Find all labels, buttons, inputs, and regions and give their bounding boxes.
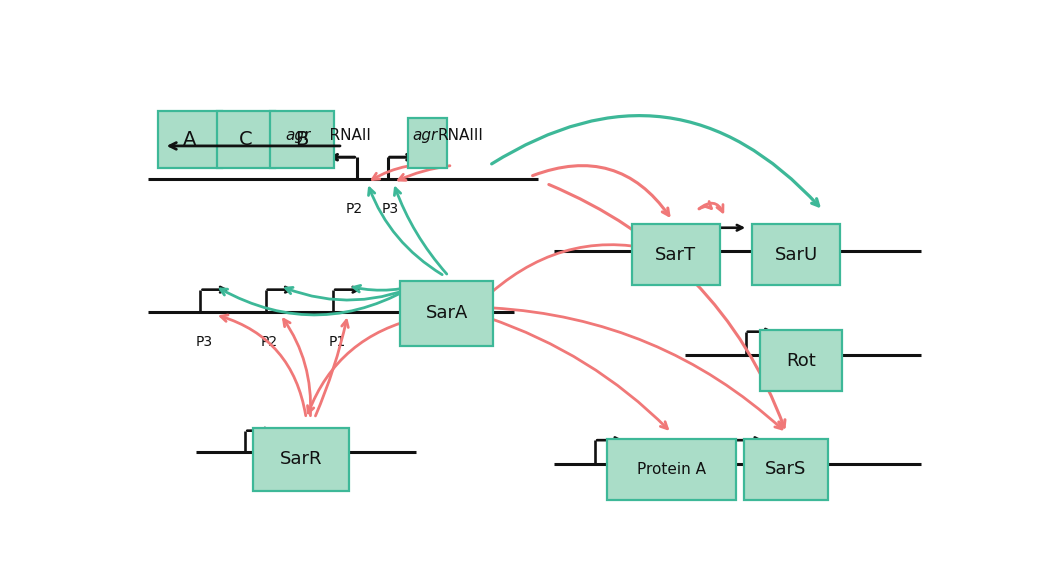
Text: Protein A: Protein A: [637, 462, 706, 477]
FancyBboxPatch shape: [752, 224, 840, 285]
Text: B: B: [295, 130, 309, 149]
Text: SarT: SarT: [655, 245, 696, 264]
FancyBboxPatch shape: [253, 427, 350, 491]
Text: A: A: [183, 130, 196, 149]
Text: SarS: SarS: [765, 460, 806, 478]
Text: SarA: SarA: [425, 305, 467, 322]
FancyBboxPatch shape: [407, 118, 447, 168]
Text: P3: P3: [196, 335, 213, 349]
FancyBboxPatch shape: [271, 111, 334, 168]
Text: SarR: SarR: [280, 450, 322, 468]
Text: C: C: [239, 130, 253, 149]
FancyBboxPatch shape: [632, 224, 719, 285]
Text: RNAII: RNAII: [311, 129, 371, 143]
Text: P2: P2: [261, 335, 278, 349]
FancyBboxPatch shape: [216, 111, 275, 168]
FancyBboxPatch shape: [607, 439, 736, 500]
Text: SarU: SarU: [775, 245, 818, 264]
Text: P3: P3: [381, 203, 399, 217]
Text: P2: P2: [345, 203, 363, 217]
Text: agr: agr: [412, 129, 437, 143]
FancyBboxPatch shape: [159, 111, 222, 168]
FancyBboxPatch shape: [400, 281, 494, 346]
Text: agr: agr: [285, 129, 311, 143]
FancyBboxPatch shape: [744, 439, 827, 500]
Text: RNAIII: RNAIII: [437, 129, 483, 143]
FancyBboxPatch shape: [760, 330, 842, 392]
Text: Rot: Rot: [786, 352, 816, 370]
Text: P1: P1: [329, 335, 345, 349]
